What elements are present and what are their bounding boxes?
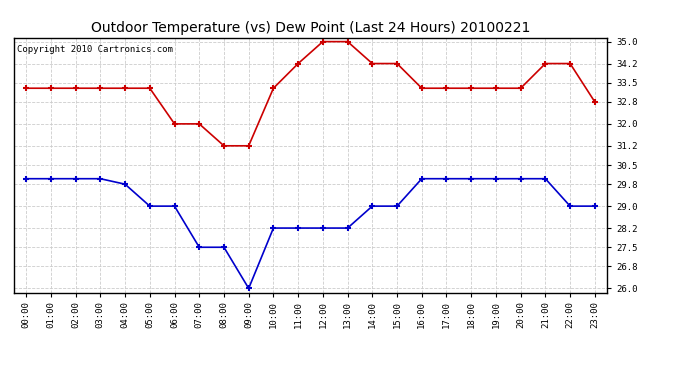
Text: Copyright 2010 Cartronics.com: Copyright 2010 Cartronics.com: [17, 45, 172, 54]
Title: Outdoor Temperature (vs) Dew Point (Last 24 Hours) 20100221: Outdoor Temperature (vs) Dew Point (Last…: [91, 21, 530, 35]
